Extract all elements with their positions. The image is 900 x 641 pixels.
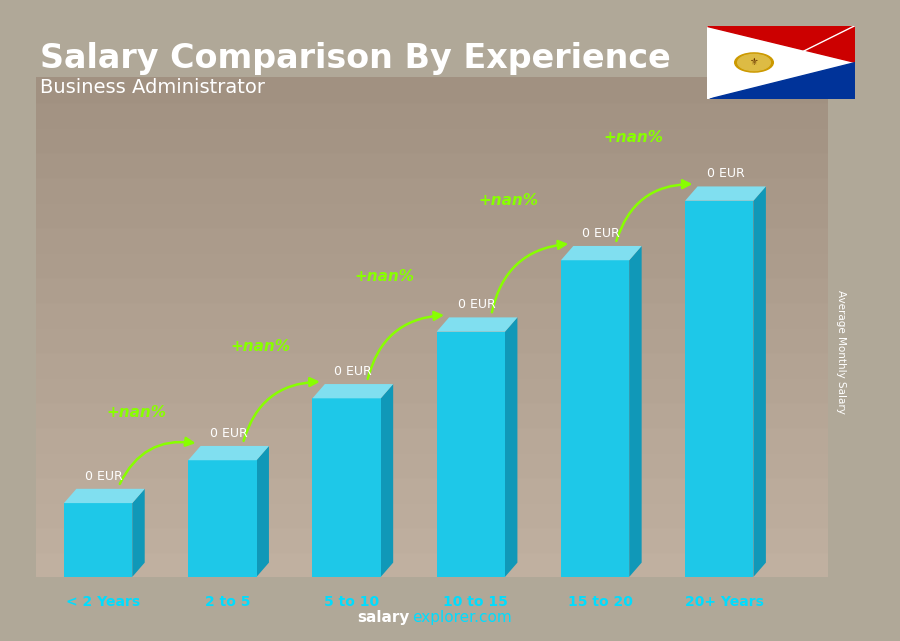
Polygon shape [561,260,629,577]
Bar [36,352,828,377]
Circle shape [734,53,773,72]
Polygon shape [188,446,269,460]
Polygon shape [64,489,145,503]
Text: 2 to 5: 2 to 5 [204,595,250,609]
Polygon shape [436,317,518,331]
Text: 5 to 10: 5 to 10 [324,595,379,609]
Polygon shape [706,26,855,62]
Text: Business Administrator: Business Administrator [40,78,266,97]
Polygon shape [381,384,393,577]
Bar [36,527,828,552]
Polygon shape [312,384,393,398]
Bar [36,252,828,277]
Polygon shape [629,246,642,577]
Bar [36,277,828,302]
Bar [36,427,828,452]
Bar [36,377,828,402]
Text: 10 to 15: 10 to 15 [444,595,508,609]
Text: < 2 Years: < 2 Years [66,595,140,609]
Text: 0 EUR: 0 EUR [458,298,496,311]
Polygon shape [132,489,145,577]
Text: +nan%: +nan% [230,339,291,354]
Bar [36,127,828,152]
Polygon shape [706,62,855,99]
Circle shape [738,54,770,71]
Text: ⚜: ⚜ [750,58,759,67]
Bar [36,477,828,502]
Polygon shape [64,503,132,577]
Bar [36,302,828,327]
Text: +nan%: +nan% [106,404,166,420]
Bar [36,227,828,252]
Bar [36,502,828,527]
Polygon shape [436,331,505,577]
Text: 0 EUR: 0 EUR [210,427,248,440]
Text: +nan%: +nan% [603,130,663,145]
Text: 15 to 20: 15 to 20 [568,595,633,609]
Text: 0 EUR: 0 EUR [334,365,372,378]
Bar [36,177,828,202]
Text: 0 EUR: 0 EUR [582,227,620,240]
Text: +nan%: +nan% [479,194,539,208]
Polygon shape [685,201,753,577]
Bar [36,327,828,352]
Polygon shape [753,187,766,577]
Bar [36,552,828,577]
Polygon shape [256,446,269,577]
Polygon shape [561,246,642,260]
Text: 0 EUR: 0 EUR [86,470,123,483]
Bar [36,202,828,227]
Text: Average Monthly Salary: Average Monthly Salary [836,290,846,414]
Bar [36,402,828,427]
Text: 20+ Years: 20+ Years [685,595,764,609]
Bar [36,77,828,102]
Bar [36,152,828,177]
Polygon shape [505,317,518,577]
Polygon shape [312,398,381,577]
Text: 0 EUR: 0 EUR [706,167,744,180]
Polygon shape [188,460,256,577]
Bar [36,452,828,477]
Polygon shape [685,187,766,201]
Bar [36,102,828,127]
Text: explorer.com: explorer.com [412,610,512,625]
Text: +nan%: +nan% [355,269,415,283]
Text: salary: salary [357,610,410,625]
Text: Salary Comparison By Experience: Salary Comparison By Experience [40,42,671,74]
